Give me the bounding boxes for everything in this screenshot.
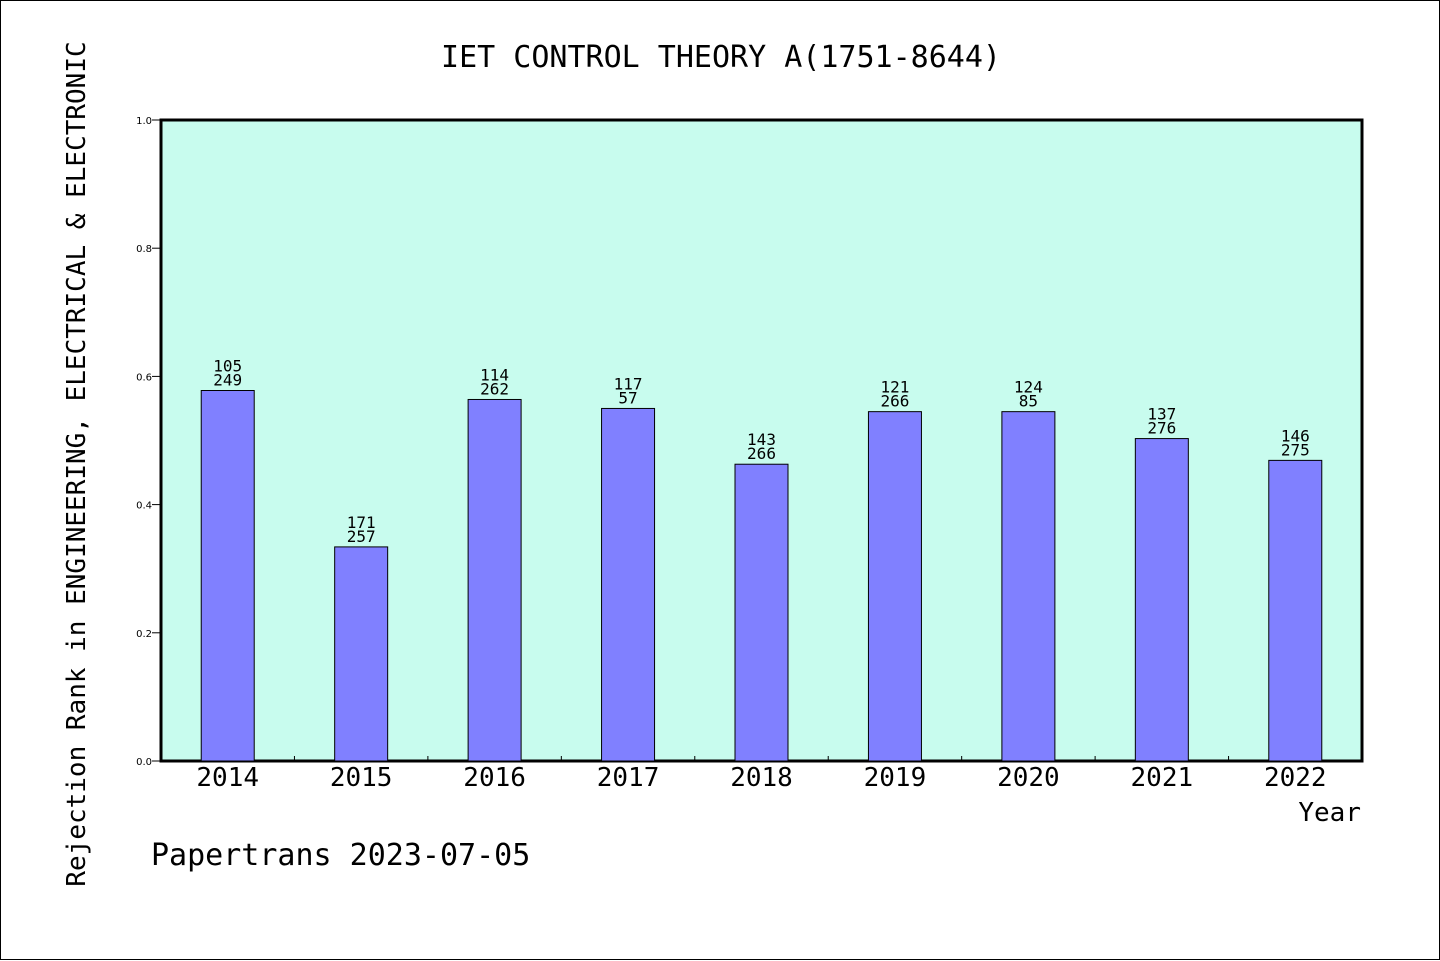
footer-credit: Papertrans 2023-07-05: [151, 838, 530, 873]
bar-label-top: 146: [1281, 426, 1310, 445]
bar-series: [200, 390, 1323, 762]
bar-2018: [734, 463, 789, 762]
x-axis: 2014 2015 2016 2017 2018 2019 2020 2021 2022: [196, 756, 1327, 793]
y-tick-label: 1.0: [136, 116, 152, 127]
x-tick-label: 2019: [864, 763, 927, 793]
bar-label-top: 124: [1014, 378, 1043, 397]
y-axis-label: Rejection Rank in ENGINEERING, ELECTRICA…: [62, 41, 92, 886]
bar-label-bottom: 275: [1281, 440, 1310, 459]
bar-label-bottom: 262: [480, 379, 509, 398]
bar-label-bottom: 276: [1147, 419, 1176, 438]
x-tick-label: 2017: [597, 763, 660, 793]
bar-label-bottom: 257: [347, 527, 376, 546]
bar-2019: [867, 411, 922, 762]
bar-label-top: 171: [347, 513, 376, 532]
x-tick-label: 2014: [196, 763, 259, 793]
bar-label-bottom: 266: [880, 392, 909, 411]
bar-label-top: 137: [1147, 405, 1176, 424]
bar-label-bottom: 57: [618, 388, 637, 407]
y-axis: 0.0 0.2 0.4 0.6 0.8 1.0: [136, 116, 161, 768]
y-tick-label: 0.6: [136, 372, 152, 383]
y-tick-label: 0.8: [136, 244, 152, 255]
x-tick-label: 2022: [1264, 763, 1327, 793]
y-tick-label: 0.0: [136, 757, 152, 768]
bar-label-top: 114: [480, 365, 509, 384]
bar-label-bottom: 249: [213, 371, 242, 390]
x-tick-label: 2015: [330, 763, 393, 793]
x-tick-label: 2018: [730, 763, 793, 793]
bar-label-bottom: 266: [747, 444, 776, 463]
x-tick-label: 2021: [1131, 763, 1194, 793]
bar-2022: [1268, 459, 1323, 762]
bar-2015: [334, 546, 389, 762]
y-tick-label: 0.2: [136, 629, 152, 640]
bar-2017: [601, 407, 656, 762]
x-tick-label: 2020: [997, 763, 1060, 793]
bar-label-top: 143: [747, 430, 776, 449]
bar-2016: [467, 398, 522, 762]
y-tick-label: 0.4: [136, 501, 152, 512]
chart-title: IET CONTROL THEORY A(1751-8644): [441, 40, 1001, 75]
bar-2021: [1134, 438, 1189, 762]
x-tick-label: 2016: [463, 763, 526, 793]
bar-label-top: 121: [880, 378, 909, 397]
bar-2020: [1001, 411, 1056, 762]
x-axis-label: Year: [1298, 798, 1361, 828]
bar-label-top: 105: [213, 357, 242, 376]
bar-label-bottom: 85: [1019, 392, 1038, 411]
bar-label-top: 117: [614, 374, 643, 393]
bar-2014: [200, 390, 255, 762]
